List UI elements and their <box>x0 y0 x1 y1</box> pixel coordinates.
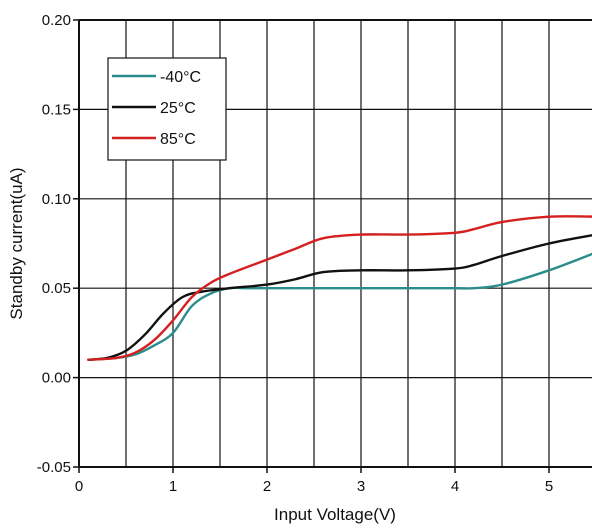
legend-label-2: 85°C <box>160 131 196 148</box>
y-tick-label: -0.05 <box>37 459 71 476</box>
x-tick-label: 5 <box>545 478 553 495</box>
series-line-1 <box>87 234 592 361</box>
legend: -40°C 25°C 85°C <box>107 57 227 161</box>
y-axis-title: Standby current(uA) <box>7 167 26 319</box>
y-tick-label: 0.00 <box>42 370 71 387</box>
series-line-2 <box>87 215 592 361</box>
x-tick-label: 0 <box>75 478 83 495</box>
series-line-0 <box>87 252 592 361</box>
tick-labels: -0.05 0.00 0.05 0.10 0.15 0.20 0 1 2 3 4 5 <box>37 12 553 495</box>
x-tick-label: 3 <box>357 478 365 495</box>
legend-label-0: -40°C <box>160 69 201 86</box>
x-tick-label: 2 <box>263 478 271 495</box>
y-tick-label: 0.15 <box>42 101 71 118</box>
y-tick-label: 0.10 <box>42 191 71 208</box>
x-tick-label: 1 <box>169 478 177 495</box>
x-tick-label: 4 <box>451 478 459 495</box>
x-axis-title: Input Voltage(V) <box>274 505 396 524</box>
legend-label-1: 25°C <box>160 100 196 117</box>
axes <box>73 19 592 473</box>
y-tick-label: 0.20 <box>42 12 71 29</box>
y-tick-label: 0.05 <box>42 280 71 297</box>
series-group <box>87 215 592 361</box>
